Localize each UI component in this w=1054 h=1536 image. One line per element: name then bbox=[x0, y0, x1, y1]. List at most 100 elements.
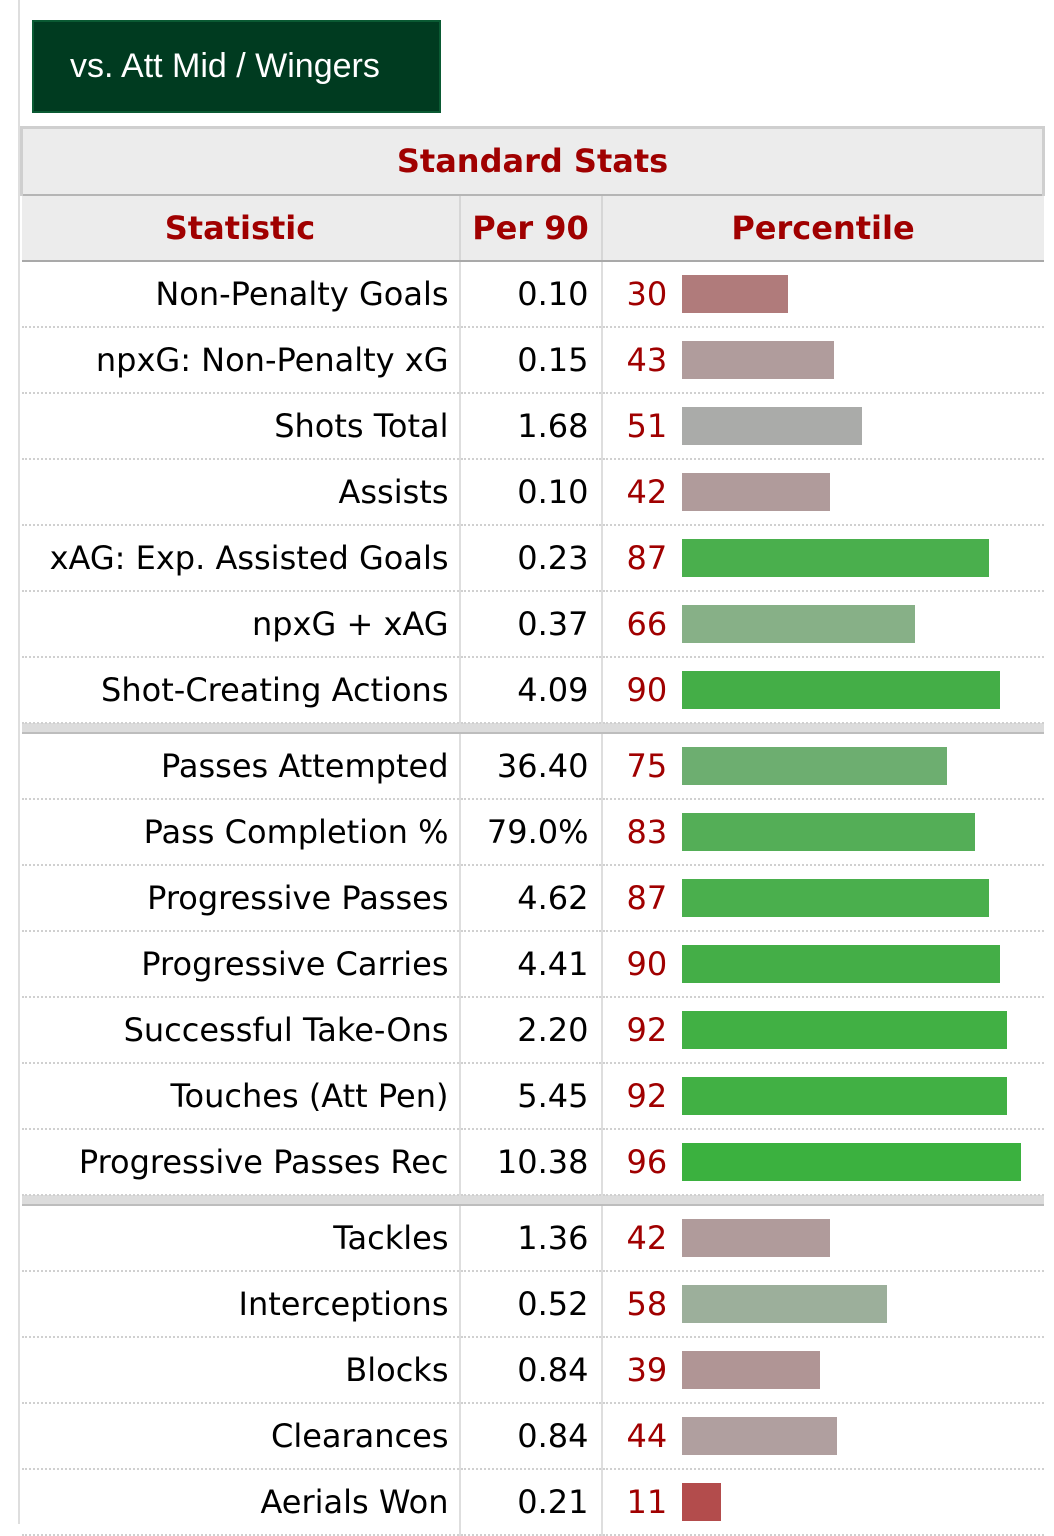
per90-value: 36.40 bbox=[459, 732, 603, 800]
statistic-label: Aerials Won bbox=[21, 1468, 461, 1536]
statistic-label: Clearances bbox=[21, 1402, 461, 1470]
table-row: Progressive Carries 4.41 90 bbox=[21, 930, 1044, 998]
per90-value: 0.37 bbox=[459, 590, 603, 658]
percentile-bar bbox=[681, 538, 989, 577]
per90-value: 0.84 bbox=[459, 1402, 603, 1470]
percentile-cell: 87 bbox=[601, 524, 1044, 592]
per90-value: 0.23 bbox=[459, 524, 603, 592]
table-row: Tackles 1.36 42 bbox=[21, 1204, 1044, 1272]
percentile-bar bbox=[681, 746, 947, 785]
percentile-value: 90 bbox=[626, 670, 668, 709]
table-row: Shots Total 1.68 51 bbox=[21, 392, 1044, 460]
percentile-value: 43 bbox=[626, 340, 668, 379]
percentile-value: 11 bbox=[626, 1482, 668, 1521]
statistic-label: npxG + xAG bbox=[21, 590, 461, 658]
percentile-value: 83 bbox=[626, 812, 668, 851]
percentile-cell: 83 bbox=[601, 798, 1044, 866]
comparison-tab-label: vs. Att Mid / Wingers bbox=[70, 47, 380, 85]
table-row: Non-Penalty Goals 0.10 30 bbox=[21, 260, 1044, 328]
percentile-bar bbox=[681, 944, 1000, 983]
table-row: Clearances 0.84 44 bbox=[21, 1402, 1044, 1470]
table-row: npxG + xAG 0.37 66 bbox=[21, 590, 1044, 658]
percentile-cell: 90 bbox=[601, 930, 1044, 998]
page-left-border bbox=[18, 0, 20, 1524]
per90-value: 0.10 bbox=[459, 260, 603, 328]
percentile-cell: 42 bbox=[601, 458, 1044, 526]
statistic-label: Shot-Creating Actions bbox=[21, 656, 461, 724]
percentile-bar bbox=[681, 812, 975, 851]
per90-value: 4.09 bbox=[459, 656, 603, 724]
statistic-label: Tackles bbox=[21, 1204, 461, 1272]
percentile-cell: 66 bbox=[601, 590, 1044, 658]
percentile-bar bbox=[681, 406, 862, 445]
group-separator bbox=[21, 722, 1044, 734]
header-per90[interactable]: Per 90 bbox=[459, 194, 603, 262]
percentile-value: 30 bbox=[626, 274, 668, 313]
per90-value: 5.45 bbox=[459, 1062, 603, 1130]
statistic-label: Successful Take-Ons bbox=[21, 996, 461, 1064]
percentile-cell: 43 bbox=[601, 326, 1044, 394]
table-body: Non-Penalty Goals 0.10 30 npxG: Non-Penalty… bbox=[21, 260, 1044, 1536]
percentile-cell: 39 bbox=[601, 1336, 1044, 1404]
percentile-value: 87 bbox=[626, 878, 668, 917]
per90-value: 0.21 bbox=[459, 1468, 603, 1536]
table-row: Interceptions 0.52 58 bbox=[21, 1270, 1044, 1338]
percentile-bar bbox=[681, 1218, 830, 1257]
per90-value: 79.0% bbox=[459, 798, 603, 866]
table-row: Aerials Won 0.21 11 bbox=[21, 1468, 1044, 1536]
standard-stats-table: Standard Stats Statistic Per 90 Percenti… bbox=[19, 126, 1046, 1536]
percentile-bar bbox=[681, 1350, 820, 1389]
statistic-label: Progressive Passes bbox=[21, 864, 461, 932]
group-separator-cell bbox=[21, 1194, 1044, 1206]
table-row: Touches (Att Pen) 5.45 92 bbox=[21, 1062, 1044, 1130]
statistic-label: Non-Penalty Goals bbox=[21, 260, 461, 328]
percentile-bar bbox=[681, 1284, 887, 1323]
per90-value: 0.15 bbox=[459, 326, 603, 394]
header-percentile[interactable]: Percentile bbox=[601, 194, 1044, 262]
table-row: Progressive Passes 4.62 87 bbox=[21, 864, 1044, 932]
per90-value: 0.84 bbox=[459, 1336, 603, 1404]
percentile-value: 87 bbox=[626, 538, 668, 577]
table-row: Successful Take-Ons 2.20 92 bbox=[21, 996, 1044, 1064]
percentile-value: 96 bbox=[626, 1142, 668, 1181]
percentile-value: 92 bbox=[626, 1076, 668, 1115]
percentile-value: 58 bbox=[626, 1284, 668, 1323]
percentile-cell: 11 bbox=[601, 1468, 1044, 1536]
percentile-bar bbox=[681, 340, 834, 379]
percentile-cell: 58 bbox=[601, 1270, 1044, 1338]
per90-value: 4.41 bbox=[459, 930, 603, 998]
statistic-label: Passes Attempted bbox=[21, 732, 461, 800]
percentile-bar bbox=[681, 1416, 837, 1455]
group-separator-cell bbox=[21, 722, 1044, 734]
percentile-bar bbox=[681, 604, 915, 643]
percentile-bar bbox=[681, 1076, 1007, 1115]
percentile-bar bbox=[681, 274, 788, 313]
percentile-cell: 30 bbox=[601, 260, 1044, 328]
percentile-bar bbox=[681, 878, 989, 917]
per90-value: 4.62 bbox=[459, 864, 603, 932]
percentile-value: 42 bbox=[626, 472, 668, 511]
percentile-value: 75 bbox=[626, 746, 668, 785]
percentile-cell: 44 bbox=[601, 1402, 1044, 1470]
percentile-value: 51 bbox=[626, 406, 668, 445]
percentile-value: 66 bbox=[626, 604, 668, 643]
per90-value: 0.52 bbox=[459, 1270, 603, 1338]
statistic-label: xAG: Exp. Assisted Goals bbox=[21, 524, 461, 592]
per90-value: 1.68 bbox=[459, 392, 603, 460]
percentile-value: 92 bbox=[626, 1010, 668, 1049]
percentile-cell: 87 bbox=[601, 864, 1044, 932]
statistic-label: Touches (Att Pen) bbox=[21, 1062, 461, 1130]
percentile-bar bbox=[681, 1482, 721, 1521]
table-caption: Standard Stats bbox=[19, 126, 1046, 196]
statistic-label: Shots Total bbox=[21, 392, 461, 460]
percentile-bar bbox=[681, 1142, 1021, 1181]
percentile-value: 39 bbox=[626, 1350, 668, 1389]
statistic-label: Progressive Passes Rec bbox=[21, 1128, 461, 1196]
percentile-cell: 92 bbox=[601, 1062, 1044, 1130]
percentile-cell: 96 bbox=[601, 1128, 1044, 1196]
percentile-bar bbox=[681, 472, 830, 511]
percentile-value: 42 bbox=[626, 1218, 668, 1257]
comparison-tab[interactable]: vs. Att Mid / Wingers bbox=[32, 20, 441, 113]
per90-value: 1.36 bbox=[459, 1204, 603, 1272]
header-statistic[interactable]: Statistic bbox=[21, 194, 461, 262]
